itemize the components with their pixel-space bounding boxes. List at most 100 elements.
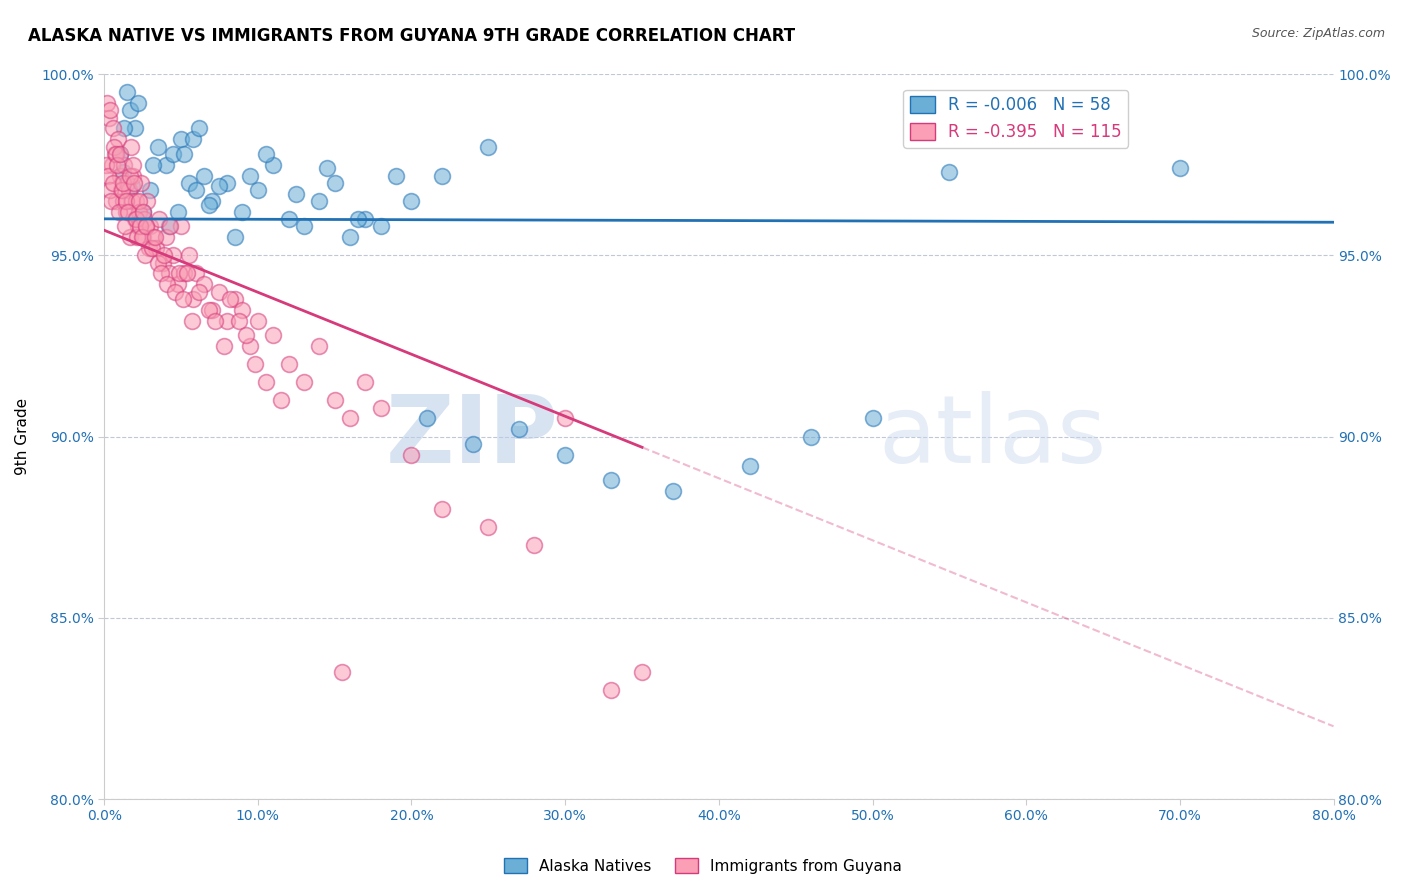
Point [127,95,149,110]
Point [98,103,121,118]
Point [152,255,174,269]
Point [181,292,204,306]
Point [354,375,377,389]
Point [416,411,439,425]
Point [401,194,423,208]
Point [243,357,266,371]
Point [219,292,242,306]
Point [105,158,128,172]
Point [277,212,299,227]
Point [131,230,153,244]
Point [121,194,143,208]
Point [121,179,143,194]
Point [146,139,169,153]
Point [122,176,145,190]
Point [285,186,308,201]
Point [385,169,408,183]
Point [108,169,131,183]
Point [120,103,142,118]
Point [118,183,141,197]
Point [103,121,125,136]
Point [938,165,960,179]
Point [738,458,761,473]
Point [97,111,120,125]
Point [177,248,200,262]
Point [254,375,277,389]
Point [554,411,576,425]
Point [108,146,131,161]
Point [186,267,208,281]
Point [600,683,623,698]
Point [800,429,823,443]
Point [122,169,145,183]
Point [308,339,330,353]
Point [477,139,499,153]
Point [270,393,292,408]
Point [114,219,136,234]
Point [155,230,177,244]
Point [132,204,155,219]
Point [96,95,118,110]
Point [146,255,169,269]
Point [661,483,683,498]
Point [169,267,191,281]
Point [111,165,134,179]
Point [201,302,224,317]
Point [112,121,135,136]
Point [124,121,146,136]
Point [124,212,146,227]
Point [246,313,269,327]
Point [153,248,176,262]
Point [172,292,194,306]
Point [120,139,142,153]
Point [217,313,239,327]
Point [508,422,530,436]
Point [204,313,226,327]
Point [167,277,190,292]
Point [107,132,129,146]
Point [101,158,124,172]
Point [323,176,346,190]
Point [107,204,129,219]
Point [163,285,186,299]
Point [139,219,162,234]
Point [323,393,346,408]
Point [96,158,118,172]
Point [131,230,153,244]
Point [401,448,423,462]
Point [143,230,166,244]
Point [173,146,195,161]
Point [523,538,546,552]
Point [117,204,139,219]
Point [554,448,576,462]
Point [262,158,284,172]
Point [101,176,124,190]
Point [170,132,193,146]
Point [862,411,884,425]
Point [127,230,149,244]
Point [477,520,499,534]
Point [112,158,135,172]
Point [316,161,339,176]
Point [97,169,120,183]
Point [157,219,180,234]
Point [201,194,224,208]
Point [181,132,204,146]
Point [346,212,368,227]
Point [115,194,138,208]
Point [370,219,392,234]
Point [115,176,138,190]
Point [125,194,148,208]
Point [127,219,149,234]
Point [208,285,231,299]
Point [131,204,153,219]
Point [176,267,198,281]
Point [162,146,184,161]
Point [277,357,299,371]
Point [139,183,162,197]
Point [129,219,152,234]
Point [156,277,179,292]
Point [1168,161,1191,176]
Point [354,212,377,227]
Point [145,241,167,255]
